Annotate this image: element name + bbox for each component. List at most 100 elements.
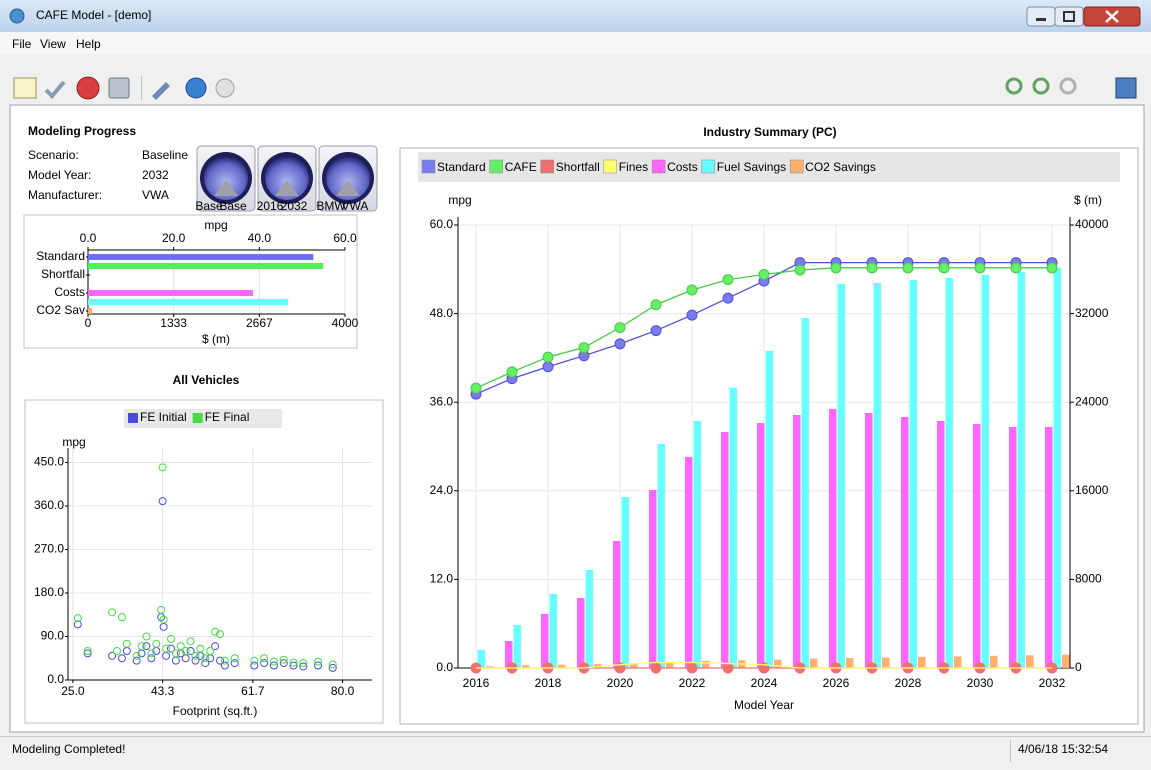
bar (937, 420, 945, 668)
gauge-dial (204, 156, 248, 200)
bar (541, 613, 549, 668)
point (152, 639, 161, 648)
legend-label: Standard (437, 160, 486, 174)
line-marker (830, 262, 842, 274)
line-marker (722, 292, 734, 304)
field-value: 2032 (142, 168, 169, 182)
run-button[interactable] (185, 77, 207, 99)
gauge-label: 2016 (257, 199, 284, 213)
axis-title: mpg (204, 218, 227, 232)
gauge-needle (275, 180, 299, 196)
bar (774, 659, 782, 668)
bar (702, 660, 710, 668)
bar (829, 408, 837, 668)
y2-tick-label: 24000 (1075, 394, 1109, 408)
legend (418, 152, 1120, 182)
field-label: Model Year: (28, 168, 91, 182)
validate-button[interactable] (44, 80, 66, 99)
gauge-label: Base (195, 199, 223, 213)
stop-button[interactable] (76, 76, 100, 100)
bar (685, 456, 693, 668)
line-marker (758, 268, 770, 280)
status-bar (0, 736, 1151, 770)
point (137, 642, 146, 651)
point (269, 661, 278, 670)
zoom-out-button[interactable] (1032, 77, 1050, 95)
bar (990, 655, 998, 668)
point (220, 661, 229, 670)
bar (918, 656, 926, 668)
bar (585, 569, 593, 668)
point (132, 656, 141, 665)
x-tick-label: 25.0 (61, 684, 85, 698)
point (159, 615, 168, 624)
bar (594, 664, 602, 668)
field-value: VWA (142, 188, 169, 202)
fit-button[interactable] (1115, 77, 1137, 99)
x-tick-label: 40.0 (248, 231, 272, 245)
field-value: Baseline (142, 148, 188, 162)
point (260, 654, 269, 663)
status-text: Modeling Completed! (12, 742, 125, 756)
minimize-button[interactable] (1026, 6, 1056, 27)
x-tick-label: 0.0 (80, 231, 97, 245)
pause-button[interactable] (215, 78, 235, 98)
bar (88, 263, 324, 269)
bar (621, 496, 629, 668)
y-tick-label: 48.0 (430, 306, 454, 320)
progress-title: Modeling Progress (28, 124, 136, 138)
bar (810, 658, 818, 668)
legend-label: FE Initial (140, 410, 187, 424)
line-marker (578, 342, 590, 354)
line-marker (542, 351, 554, 363)
bar (793, 414, 801, 668)
point (211, 642, 220, 651)
point (250, 661, 259, 670)
gauge-label: Base (219, 199, 247, 213)
window-controls[interactable] (1026, 6, 1141, 27)
legend-swatch (603, 159, 617, 174)
legend (124, 409, 282, 428)
x-tick-label: 2024 (751, 676, 778, 690)
point (122, 639, 131, 648)
bar (693, 420, 701, 668)
toolbar (13, 76, 1137, 100)
y2-tick-label: 32000 (1075, 306, 1109, 320)
bar (88, 290, 253, 296)
bar (630, 663, 638, 668)
y-tick-label: 450.0 (34, 455, 64, 469)
point (314, 657, 323, 666)
point (299, 662, 308, 671)
menu-item[interactable]: File (12, 37, 32, 51)
point (132, 651, 141, 660)
point (166, 644, 175, 653)
x-tick-label: 80.0 (331, 684, 355, 698)
zoom-reset-button[interactable] (1059, 77, 1077, 95)
point (117, 613, 126, 622)
line-marker (506, 366, 518, 378)
axis-title: $ (m) (202, 332, 230, 346)
menu-item[interactable]: View (40, 37, 66, 51)
save-button[interactable] (108, 77, 130, 99)
point (73, 620, 82, 629)
point (186, 637, 195, 646)
legend-label: Fines (619, 160, 648, 174)
maximize-button[interactable] (1054, 6, 1084, 27)
menu-item[interactable]: Help (76, 37, 101, 51)
y-tick-label: 36.0 (430, 394, 454, 408)
line-marker (686, 662, 698, 674)
zoom-in-button[interactable] (1005, 77, 1023, 95)
axis-title: mpg (62, 435, 85, 449)
point (211, 627, 220, 636)
settings-button[interactable] (152, 82, 170, 100)
new-button[interactable] (13, 77, 37, 99)
point (162, 644, 171, 653)
bar (901, 416, 909, 668)
y-tick-label: 12.0 (430, 572, 454, 586)
x-tick-label: 2030 (967, 676, 994, 690)
field-label: Scenario: (28, 148, 79, 162)
legend-label: Costs (667, 160, 698, 174)
y-tick-label: 270.0 (34, 542, 64, 556)
line-marker (470, 382, 482, 394)
